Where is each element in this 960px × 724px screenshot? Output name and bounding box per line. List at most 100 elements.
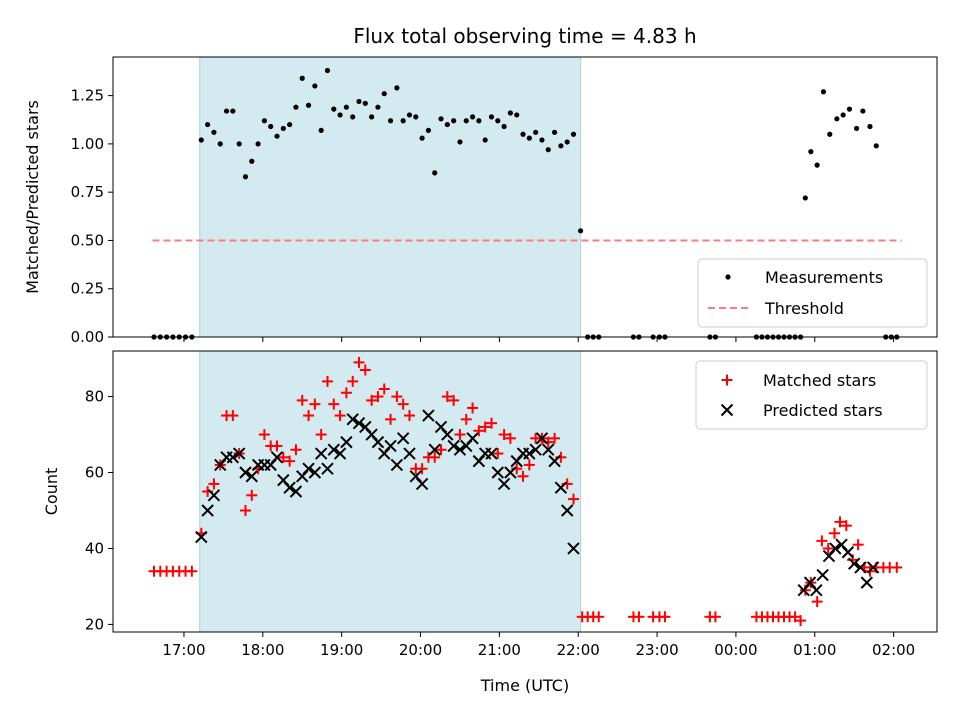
matched-star-point: [828, 527, 840, 539]
predicted-star-point-b: [195, 530, 208, 544]
predicted-star-point-b: [466, 432, 479, 445]
measurement-point: [293, 104, 299, 110]
predicted-star-point-b: [302, 462, 315, 475]
bottom-y-tick-label: 40: [85, 539, 104, 557]
top-y-axis-label: Matched/Predicted stars: [23, 100, 42, 294]
matched-star-point: [378, 383, 390, 395]
predicted-star-point-b: [829, 542, 842, 555]
predicted-star-point-b: [371, 435, 385, 449]
x-tick-label: 01:00: [793, 641, 836, 659]
predicted-star-point: [245, 470, 258, 483]
predicted-star-point-b: [365, 428, 378, 441]
matched-star-point: [659, 611, 671, 623]
matched-star-point: [397, 398, 409, 410]
predicted-star-point-b: [422, 409, 435, 422]
predicted-star-point: [535, 432, 549, 445]
measurement-point: [369, 114, 375, 120]
matched-star-point: [303, 410, 315, 422]
predicted-star-point: [847, 557, 861, 570]
top-y-tick-label: 1.25: [71, 87, 104, 105]
predicted-star-point: [447, 439, 460, 453]
matched-star-point: [246, 489, 258, 501]
predicted-star-point-b: [283, 481, 296, 494]
measurement-point: [387, 118, 394, 124]
matched-star-point: [498, 429, 510, 441]
predicted-star-point-b: [497, 477, 511, 491]
predicted-star-point-b: [841, 546, 855, 559]
matched-star-point: [479, 421, 491, 433]
predicted-star-point: [529, 443, 542, 456]
x-tick-label: 20:00: [399, 641, 442, 659]
matched-star-point: [186, 565, 198, 577]
matched-star-point: [593, 611, 605, 623]
predicted-star-point: [548, 454, 561, 468]
predicted-star-point: [333, 447, 347, 460]
matched-star-point: [549, 432, 561, 444]
bottom-y-tick-label: 80: [85, 388, 104, 406]
predicted-star-point-b: [542, 443, 555, 456]
bottom-legend-box: [695, 360, 928, 430]
predicted-star-point-b: [567, 542, 580, 555]
matched-star-point: [485, 417, 497, 429]
measurement-point: [419, 135, 425, 141]
predicted-star-point-b: [847, 557, 861, 570]
measurement-point: [873, 143, 879, 149]
predicted-star-point-b: [359, 420, 372, 434]
matched-star-point: [284, 455, 296, 467]
predicted-star-point-b: [548, 454, 561, 468]
predicted-star-point: [403, 447, 416, 460]
predicted-star-point: [340, 435, 353, 449]
measurement-point: [337, 112, 343, 118]
matched-star-point: [492, 448, 504, 460]
predicted-star-point-b: [434, 420, 448, 434]
predicted-star-point-b: [201, 504, 214, 517]
top-panel: 0.00 0.25 0.50 0.75 1.00 1.25 Matched/Predicte…: [23, 56, 938, 346]
predicted-star-point-b: [384, 439, 397, 453]
predicted-star-point-b: [321, 462, 334, 475]
predicted-star-point-b: [816, 568, 829, 582]
predicted-star-point-b: [352, 416, 366, 430]
matched-star-point: [385, 413, 397, 425]
matched-star-point: [334, 410, 346, 422]
predicted-star-point-b: [491, 466, 505, 479]
x-tick-label: 22:00: [557, 641, 600, 659]
top-y-tick-label: 0.25: [71, 280, 104, 298]
predicted-star-point: [321, 462, 334, 475]
measurement-point: [255, 141, 261, 147]
measurement-point: [827, 131, 833, 137]
measurement-point: [299, 75, 305, 81]
legend-predicted-marker: [720, 403, 734, 417]
measurement-point: [205, 121, 211, 128]
top-y-tick-label: 0.50: [71, 231, 104, 249]
matched-star-point: [435, 444, 447, 456]
measurement-point: [808, 149, 814, 155]
matched-star-point: [391, 391, 403, 403]
predicted-star-point: [422, 409, 435, 422]
measurement-point: [312, 83, 318, 89]
matched-star-point: [816, 535, 828, 547]
predicted-star-point: [396, 432, 410, 445]
predicted-star-point-b: [453, 443, 467, 456]
measurement-point: [533, 129, 539, 135]
measurement-point: [223, 108, 230, 114]
measurement-point: [331, 106, 337, 112]
predicted-star-point: [314, 447, 328, 460]
measurement-point: [551, 129, 558, 135]
measurement-point: [495, 118, 501, 124]
legend-measurements-label: Measurements: [765, 268, 883, 287]
measurement-point: [834, 116, 840, 122]
predicted-star-point: [239, 466, 252, 479]
matched-star-point: [353, 356, 365, 368]
predicted-star-point-b: [289, 485, 303, 498]
predicted-star-point: [308, 466, 322, 479]
measurement-point: [501, 123, 507, 130]
matched-star-point: [296, 394, 308, 406]
predicted-star-point: [302, 462, 315, 475]
x-tick-label: 17:00: [162, 641, 205, 659]
predicted-star-point: [384, 439, 397, 453]
measurement-point: [356, 98, 362, 105]
predicted-star-point-b: [245, 470, 258, 483]
top-legend-box: [697, 258, 928, 328]
matched-star-point: [891, 561, 903, 573]
matched-star-point: [403, 410, 415, 422]
